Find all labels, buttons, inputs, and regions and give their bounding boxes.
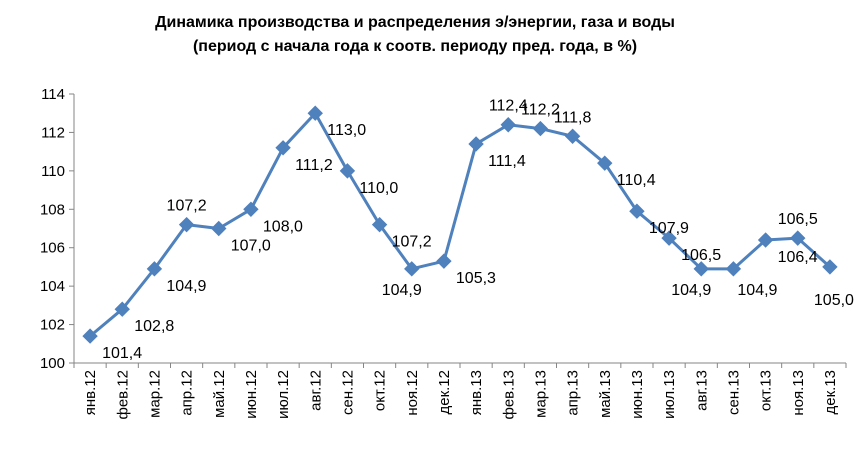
x-tick-label: мар.13 bbox=[532, 370, 549, 418]
x-tick-label: дек.13 bbox=[822, 370, 839, 415]
x-tick-label: май.13 bbox=[597, 370, 614, 418]
data-label: 107,0 bbox=[231, 238, 271, 255]
y-tick-label: 112 bbox=[41, 124, 65, 141]
y-tick-label: 104 bbox=[40, 278, 65, 295]
x-tick-label: июл.13 bbox=[661, 370, 678, 419]
x-tick-label: сен.12 bbox=[339, 370, 356, 415]
data-label: 102,8 bbox=[134, 318, 174, 335]
data-label: 111,8 bbox=[554, 109, 592, 126]
data-label: 108,0 bbox=[263, 218, 303, 235]
x-tick-label: авг.12 bbox=[307, 370, 324, 411]
data-point bbox=[790, 230, 806, 246]
x-tick-label: мар.12 bbox=[146, 370, 163, 418]
y-tick-label: 106 bbox=[40, 240, 65, 257]
data-point bbox=[114, 301, 130, 317]
x-tick-label: ноя.12 bbox=[404, 370, 421, 416]
y-tick-label: 110 bbox=[41, 163, 65, 180]
x-tick-label: сен.13 bbox=[725, 370, 742, 415]
data-point bbox=[339, 163, 356, 179]
data-point bbox=[693, 261, 709, 277]
data-label: 111,2 bbox=[295, 157, 333, 174]
data-point bbox=[436, 253, 452, 269]
data-point bbox=[725, 261, 742, 277]
y-tick-label: 114 bbox=[41, 86, 65, 103]
series-line bbox=[89, 111, 831, 338]
data-label: 107,2 bbox=[167, 198, 207, 215]
data-point bbox=[822, 259, 838, 275]
data-label: 107,9 bbox=[649, 220, 689, 237]
data-label: 112,2 bbox=[521, 102, 560, 119]
data-label: 104,9 bbox=[671, 282, 711, 299]
x-tick-label: фев.12 bbox=[114, 370, 131, 420]
data-point bbox=[500, 117, 516, 133]
data-label: 104,9 bbox=[737, 282, 777, 299]
data-point bbox=[629, 203, 645, 219]
data-label: 106,5 bbox=[778, 211, 818, 228]
data-point bbox=[146, 261, 163, 277]
data-label: 106,4 bbox=[778, 249, 818, 266]
data-point bbox=[371, 216, 388, 233]
data-label: 101,4 bbox=[102, 345, 142, 362]
data-point bbox=[468, 136, 484, 152]
x-tick-label: апр.13 bbox=[565, 370, 582, 416]
data-point bbox=[564, 128, 581, 144]
x-tick-label: фев.13 bbox=[500, 370, 517, 420]
y-tick-label: 100 bbox=[40, 355, 65, 372]
data-point bbox=[243, 201, 259, 217]
x-tick-label: окт.12 bbox=[372, 370, 389, 411]
x-tick-label: июл.12 bbox=[275, 370, 292, 419]
x-tick-label: авг.13 bbox=[693, 370, 710, 411]
data-label: 110,0 bbox=[359, 180, 398, 197]
data-point bbox=[211, 220, 227, 237]
x-tick-label: дек.12 bbox=[436, 370, 453, 415]
data-label: 112,4 bbox=[489, 98, 528, 115]
data-label: 105,3 bbox=[456, 270, 496, 287]
data-point bbox=[757, 232, 774, 248]
data-label: 110,4 bbox=[617, 172, 656, 189]
data-point bbox=[597, 155, 613, 171]
data-point bbox=[661, 230, 677, 246]
data-label: 111,4 bbox=[488, 153, 526, 170]
x-tick-label: июн.13 bbox=[629, 370, 646, 419]
chart-subtitle: (период с начала года к соотв. периоду п… bbox=[192, 38, 638, 55]
data-label: 106,5 bbox=[681, 247, 721, 264]
data-point bbox=[82, 328, 98, 344]
x-tick-label: апр.12 bbox=[179, 370, 196, 416]
data-point bbox=[404, 261, 420, 277]
x-tick-label: янв.13 bbox=[468, 370, 485, 415]
data-point bbox=[275, 140, 291, 156]
data-label: 107,2 bbox=[392, 234, 432, 251]
y-tick-label: 102 bbox=[40, 317, 65, 334]
data-point bbox=[307, 105, 323, 121]
x-tick-label: окт.13 bbox=[758, 370, 775, 411]
x-tick-label: май.12 bbox=[211, 370, 228, 418]
x-tick-label: ноя.13 bbox=[790, 370, 807, 416]
chart-title: Динамика производства и распределения э/… bbox=[155, 14, 675, 31]
data-point bbox=[178, 216, 195, 233]
x-tick-label: июн.12 bbox=[243, 370, 260, 419]
y-tick-label: 108 bbox=[40, 201, 65, 218]
data-label: 104,9 bbox=[382, 282, 422, 299]
data-label: 104,9 bbox=[166, 278, 206, 295]
x-tick-label: янв.12 bbox=[82, 370, 99, 415]
data-point bbox=[532, 120, 549, 137]
data-label: 105,0 bbox=[814, 292, 854, 309]
data-label: 113,0 bbox=[327, 122, 366, 139]
